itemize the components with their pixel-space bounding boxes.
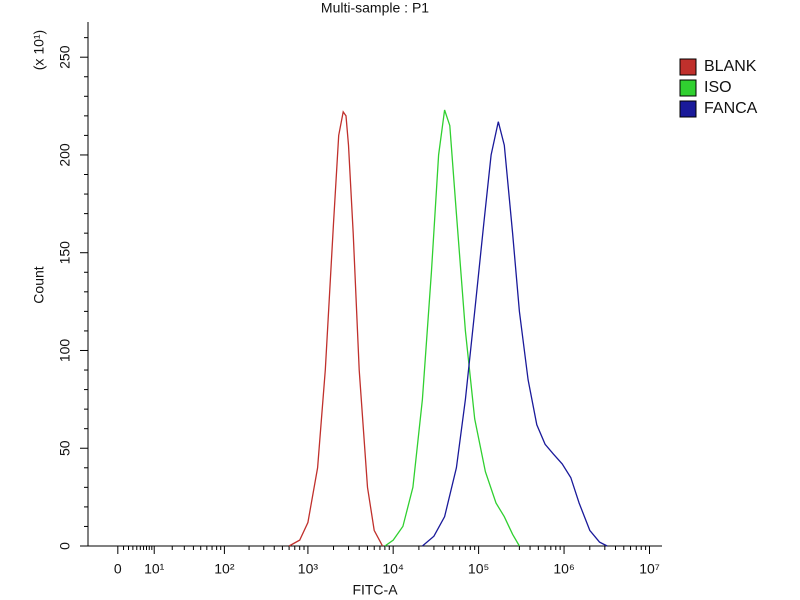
y-tick-label: 150	[57, 241, 73, 265]
x-tick-label: 10¹	[144, 561, 165, 577]
y-tick-label: 200	[57, 143, 73, 167]
y-tick-label: 100	[57, 339, 73, 363]
y-tick-label: 0	[57, 542, 73, 550]
y-axis-label: Count	[31, 266, 47, 303]
legend-swatch	[679, 100, 697, 118]
histogram-line	[288, 110, 384, 547]
legend-label: FANCA	[704, 100, 758, 117]
y-tick-label: 250	[57, 45, 73, 69]
legend-swatch	[679, 79, 697, 97]
x-tick-label: 10⁴	[382, 561, 404, 577]
x-tick-label: 10³	[298, 561, 319, 577]
y-tick-label: 50	[57, 440, 73, 456]
chart-title: Multi-sample : P1	[321, 0, 429, 16]
histogram-line	[384, 109, 520, 547]
x-tick-label: 10⁷	[639, 561, 660, 577]
legend-label: ISO	[704, 79, 732, 96]
x-tick-label: 10⁶	[553, 561, 574, 577]
legend-swatch	[679, 58, 697, 76]
x-tick-label: 10²	[214, 561, 235, 577]
x-axis-label: FITC-A	[352, 582, 398, 598]
x-tick-label: 10⁵	[468, 561, 489, 577]
y-multiplier: (x 10¹)	[31, 30, 47, 70]
legend-label: BLANK	[704, 58, 757, 75]
histogram-line	[421, 121, 608, 547]
x-tick-label: 0	[114, 561, 122, 577]
